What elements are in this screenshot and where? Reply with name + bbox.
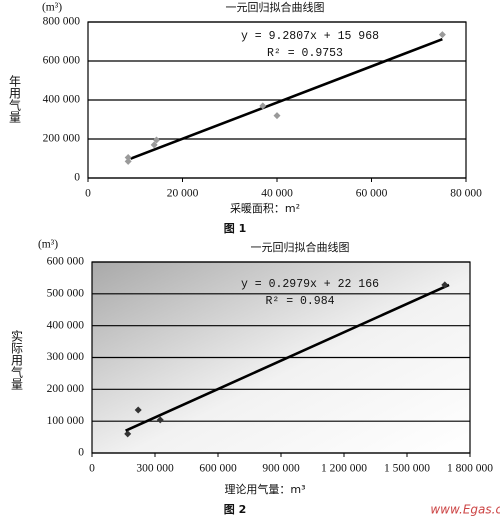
data-point [438,31,446,39]
y-tick-label: 400 000 [47,319,85,331]
trend-r2: R² = 0.9753 [267,47,343,60]
trend-r2: R² = 0.984 [265,295,334,308]
data-point [124,154,132,162]
x-tick-label: 20 000 [167,188,199,200]
x-tick-label: 1 200 000 [321,463,367,475]
y-tick-label: 0 [78,447,84,459]
trend-equation: y = 0.2979x + 22 166 [241,278,379,291]
data-point [153,136,161,144]
y-tick-label: 0 [74,172,80,184]
x-tick-label: 1 500 000 [384,463,430,475]
chart-title: 一元回归拟合曲线图 [251,240,350,254]
x-tick-label: 900 000 [262,463,300,475]
y-tick-label: 300 000 [47,351,85,363]
watermark: www.Egas.cn [430,503,500,517]
y-tick-label: 200 000 [43,133,81,145]
y-tick-label: 800 000 [43,16,81,28]
y-tick-label: 100 000 [47,415,85,427]
y-tick-label: 500 000 [47,287,85,299]
data-point [150,141,158,149]
y-axis-label: 年用气量 [8,75,22,123]
caption: 图 1 [224,222,246,235]
y-tick-label: 200 000 [47,383,85,395]
y-unit: (m³) [42,2,62,14]
y-tick-label: 400 000 [43,94,81,106]
trend-line [125,283,450,432]
data-point [124,430,132,438]
y-tick-label: 600 000 [47,256,85,268]
data-point [441,281,449,289]
x-tick-label: 80 000 [450,188,482,200]
x-tick-label: 0 [89,463,95,475]
y-axis-label: 实际用气量 [10,329,24,390]
x-axis-label: 理论用气量：m³ [224,482,305,496]
data-point [124,157,132,165]
data-point [156,416,164,424]
data-point [273,112,281,120]
plot-frame [87,21,467,179]
x-axis-label: 采暖面积：m² [230,202,300,215]
trend-equation: y = 9.2807x + 15 968 [241,30,379,43]
x-tick-label: 300 000 [136,463,174,475]
x-tick-label: 600 000 [199,463,237,475]
x-tick-label: 1 800 000 [447,463,493,475]
data-point [134,406,142,414]
plot-frame [91,261,471,454]
data-point [259,102,267,110]
y-unit: (m³) [38,239,58,251]
caption: 图 2 [224,503,246,516]
x-tick-label: 0 [85,188,91,200]
x-tick-label: 40 000 [261,188,293,200]
y-tick-label: 600 000 [43,55,81,67]
chart-title: 一元回归拟合曲线图 [226,0,325,14]
x-tick-label: 60 000 [356,188,388,200]
trend-line [130,37,443,160]
